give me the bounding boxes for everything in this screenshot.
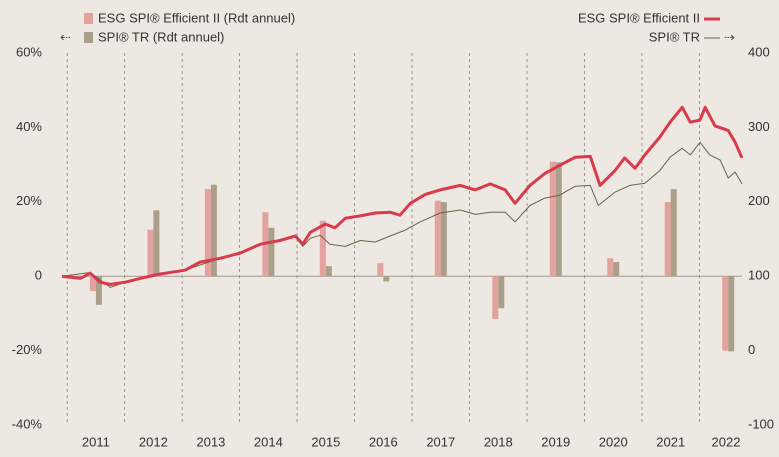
y-tick-label: 0 xyxy=(35,268,42,283)
x-tick-label: 2015 xyxy=(311,434,340,449)
bar xyxy=(153,210,160,277)
x-tick-label: 2011 xyxy=(82,434,110,449)
legend-label: ESG SPI® Efficient II xyxy=(578,10,700,25)
bar xyxy=(89,276,96,292)
bar xyxy=(664,202,671,277)
bar xyxy=(377,263,384,277)
bar xyxy=(434,200,441,277)
bar xyxy=(722,276,729,351)
legend-swatch xyxy=(84,32,93,43)
bar xyxy=(95,276,102,305)
bar xyxy=(498,276,505,309)
bar xyxy=(613,262,620,277)
x-tick-label: 2018 xyxy=(484,434,513,449)
bar xyxy=(670,189,677,277)
legend-swatch xyxy=(84,13,93,24)
x-tick-label: 2013 xyxy=(196,434,225,449)
bar xyxy=(440,202,447,277)
x-tick-label: 2016 xyxy=(369,434,398,449)
bar xyxy=(268,227,275,277)
bar xyxy=(555,162,562,277)
bar xyxy=(549,161,556,277)
y-tick-label: -40% xyxy=(12,416,43,431)
x-tick-label: 2021 xyxy=(656,434,685,449)
right-axis-arrow: ⇢ xyxy=(724,29,735,44)
y2-tick-label: 100 xyxy=(748,268,770,283)
bar xyxy=(319,220,326,277)
bar xyxy=(607,258,614,277)
bar xyxy=(728,276,735,352)
bar xyxy=(147,229,154,277)
x-tick-label: 2020 xyxy=(599,434,628,449)
x-tick-label: 2022 xyxy=(712,434,741,449)
y2-tick-label: 300 xyxy=(748,119,770,134)
line xyxy=(61,105,744,286)
y2-tick-label: 200 xyxy=(748,193,770,208)
x-tick-label: 2017 xyxy=(426,434,455,449)
x-tick-label: 2012 xyxy=(139,434,168,449)
bar xyxy=(492,276,499,319)
y-tick-label: -20% xyxy=(12,342,43,357)
left-axis-arrow: ⇠ xyxy=(60,29,71,44)
y2-tick-label: 400 xyxy=(748,44,770,59)
legend-label: SPI® TR (Rdt annuel) xyxy=(98,29,224,44)
y-tick-label: 40% xyxy=(16,119,42,134)
x-tick-label: 2019 xyxy=(541,434,570,449)
bar xyxy=(325,266,332,277)
bar xyxy=(383,276,390,282)
y2-tick-label: -100 xyxy=(748,416,774,431)
legend-label: ESG SPI® Efficient II (Rdt annuel) xyxy=(98,10,295,25)
y-tick-label: 20% xyxy=(16,193,42,208)
legend-label: SPI® TR xyxy=(649,29,700,44)
bar xyxy=(204,189,211,277)
bar xyxy=(210,184,217,277)
y2-tick-label: 0 xyxy=(748,342,755,357)
x-tick-label: 2014 xyxy=(254,434,283,449)
y-tick-label: 60% xyxy=(16,44,42,59)
